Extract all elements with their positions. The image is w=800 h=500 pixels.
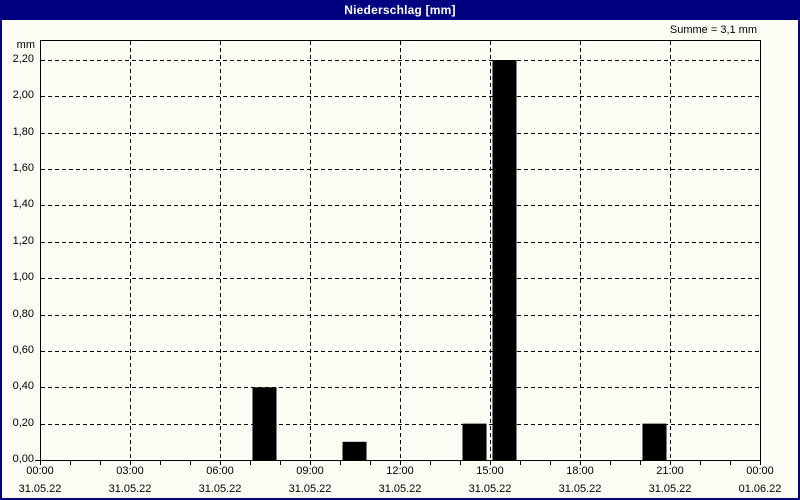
x-axis-date-label: 31.05.22 [468, 483, 512, 495]
x-axis-time-label: 12:00 [386, 465, 414, 477]
y-axis-tick-label: 0,60 [12, 344, 34, 356]
y-axis-tick-label: 0,20 [12, 417, 34, 429]
x-axis-time-label: 15:00 [476, 465, 504, 477]
sum-annotation: Summe = 3,1 mm [669, 24, 757, 36]
y-axis-tick-label: 1,80 [12, 126, 34, 138]
y-axis-tick-label: 1,40 [12, 198, 34, 210]
y-axis-tick-label: 1,20 [12, 235, 34, 247]
x-axis-date-label: 31.05.22 [108, 483, 152, 495]
precipitation-bar [342, 441, 367, 460]
precipitation-bar [462, 423, 487, 460]
precipitation-bar [642, 423, 667, 460]
y-axis-tick-label: 0,40 [12, 380, 34, 392]
x-axis-time-label: 21:00 [656, 465, 684, 477]
x-axis-time-label: 00:00 [746, 465, 774, 477]
x-axis-date-label: 31.05.22 [558, 483, 602, 495]
window-border-right [798, 20, 800, 500]
y-axis-unit-label: mm [16, 39, 35, 51]
precipitation-bar [492, 60, 517, 460]
x-axis-time-label: 18:00 [566, 465, 594, 477]
window-border-left [0, 20, 2, 500]
y-axis-tick-label: 2,20 [12, 53, 34, 65]
precipitation-bar [252, 387, 277, 460]
window-title: Niederschlag [mm] [344, 3, 456, 17]
y-axis-tick-label: 0,80 [12, 308, 34, 320]
window-titlebar: Niederschlag [mm] [0, 0, 800, 20]
y-axis-tick-label: 2,00 [12, 89, 34, 101]
window-border-bottom [0, 498, 800, 500]
x-axis-date-label: 31.05.22 [288, 483, 332, 495]
x-axis-date-label: 31.05.22 [198, 483, 242, 495]
x-axis-time-label: 09:00 [296, 465, 324, 477]
x-axis-time-label: 06:00 [206, 465, 234, 477]
x-axis-time-label: 00:00 [26, 465, 54, 477]
x-axis-date-label: 31.05.22 [378, 483, 422, 495]
plot-border [40, 40, 761, 461]
y-axis-tick-label: 1,00 [12, 271, 34, 283]
y-axis-tick-label: 0,00 [12, 453, 34, 465]
x-axis-date-label: 01.06.22 [738, 483, 782, 495]
x-axis-date-label: 31.05.22 [648, 483, 692, 495]
y-axis-tick-label: 1,60 [12, 162, 34, 174]
x-axis-date-label: 31.05.22 [18, 483, 62, 495]
x-axis-time-label: 03:00 [116, 465, 144, 477]
